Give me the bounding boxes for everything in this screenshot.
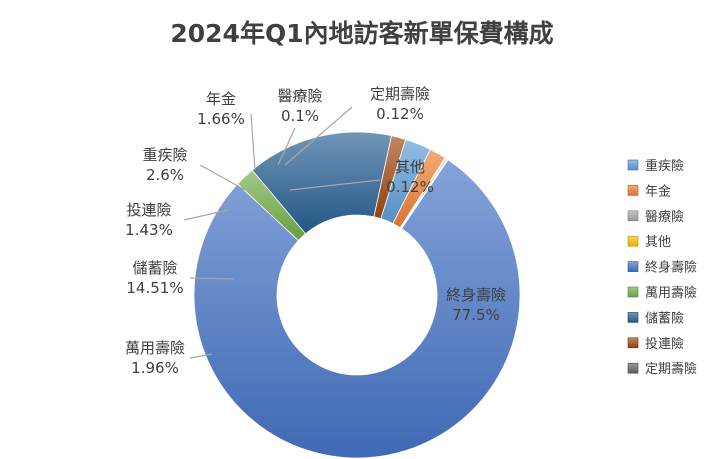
legend-label: 定期壽險	[645, 362, 697, 377]
leader-line	[277, 127, 296, 166]
legend-swatch	[627, 210, 639, 222]
legend-swatch	[627, 362, 639, 374]
data-label-name: 萬用壽險	[125, 339, 185, 357]
data-label-name: 醫療險	[277, 87, 322, 105]
data-label-value: 77.5%	[452, 306, 500, 324]
legend-label: 醫療險	[645, 210, 684, 225]
data-label-name: 其他	[395, 158, 425, 176]
data-label-name: 年金	[206, 90, 236, 108]
data-labels: 重疾險 2.6% 年金 1.66% 醫療險 0.1% 其他 0.12% 終身壽險 77.5% 萬用壽…	[125, 85, 506, 377]
leader-line	[250, 113, 256, 171]
slice-終身壽險	[193, 159, 521, 459]
data-label-value: 0.12%	[376, 105, 424, 123]
leader-line	[284, 106, 353, 166]
leader-lines	[183, 106, 381, 359]
data-label-value: 1.43%	[125, 221, 173, 239]
legend-swatch	[627, 159, 639, 171]
data-label-value: 1.96%	[131, 359, 179, 377]
slice-定期壽險	[400, 157, 448, 229]
legend-label: 終身壽險	[645, 260, 697, 276]
slices	[193, 131, 521, 459]
data-label-value: 0.1%	[281, 107, 319, 125]
legend-label: 儲蓄險	[645, 311, 684, 326]
legend-label: 投連險	[645, 336, 684, 352]
legend-swatch	[627, 286, 639, 298]
legend-label: 其他	[645, 235, 671, 250]
legend-swatch	[627, 235, 639, 247]
legend-label: 年金	[645, 183, 671, 199]
leader-line	[183, 209, 229, 221]
data-label-name: 終身壽險	[446, 286, 506, 304]
leader-line	[289, 179, 381, 191]
leader-line	[189, 353, 213, 359]
legend-label: 萬用壽險	[645, 286, 697, 301]
legend-swatch	[627, 312, 639, 323]
data-label-name: 重疾險	[142, 146, 187, 164]
leader-line	[199, 164, 246, 191]
data-label-value: 14.51%	[126, 279, 183, 297]
legend-swatch	[627, 261, 639, 272]
chart-title: 2024年Q1內地訪客新單保費構成	[170, 19, 553, 48]
legend-label: 重疾險	[645, 158, 684, 174]
data-label-value: 2.6%	[146, 166, 184, 184]
data-label-value: 1.66%	[197, 110, 245, 128]
legend-swatch	[627, 185, 639, 196]
leader-line	[189, 277, 235, 280]
data-label-name: 定期壽險	[370, 85, 430, 103]
data-label-name: 投連險	[126, 201, 171, 219]
data-label-name: 儲蓄險	[132, 259, 177, 277]
legend-swatch	[627, 337, 639, 349]
data-label-value: 0.12%	[386, 178, 434, 196]
